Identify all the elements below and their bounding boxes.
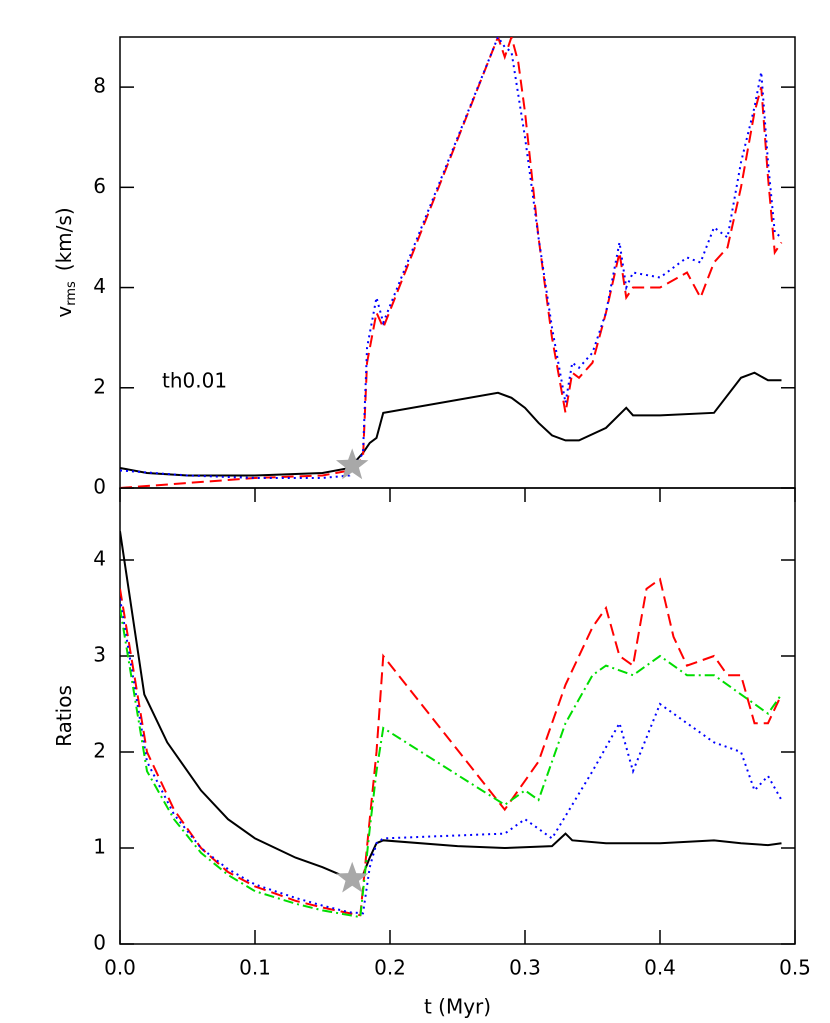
plot-frame <box>119 487 796 945</box>
star-marker <box>336 448 369 480</box>
y-axis-label-part: (km/s) <box>52 207 76 271</box>
data-line <box>120 531 782 880</box>
data-line <box>120 607 783 919</box>
y-tick-label: 8 <box>93 74 106 98</box>
data-line <box>120 37 783 479</box>
x-tick-label: 0.2 <box>374 956 406 980</box>
data-line <box>120 371 782 477</box>
data-line <box>120 37 783 488</box>
x-tick-label: 0.0 <box>104 956 136 980</box>
annotation: th0.01 <box>162 369 227 393</box>
plot-frame <box>119 36 796 489</box>
y-tick-label: 3 <box>93 643 106 667</box>
x-tick-label: 0.5 <box>779 956 811 980</box>
x-tick-label: 0.1 <box>239 956 271 980</box>
x-tick-label: 0.3 <box>509 956 541 980</box>
data-line <box>120 577 783 917</box>
data-line <box>120 598 783 915</box>
star-marker <box>336 861 369 893</box>
y-tick-label: 4 <box>93 547 106 571</box>
y-axis-label: Ratios <box>52 685 76 747</box>
y-axis-label-part: Ratios <box>52 685 76 747</box>
y-axis-label: vrms (km/s) <box>52 207 79 317</box>
y-axis-label-part: v <box>52 306 76 318</box>
y-tick-label: 2 <box>93 739 106 763</box>
y-axis-label-part: rms <box>64 281 79 306</box>
x-tick-label: 0.4 <box>644 956 676 980</box>
y-tick-label: 4 <box>93 274 106 298</box>
y-tick-label: 0 <box>93 475 106 499</box>
y-tick-label: 2 <box>93 374 106 398</box>
y-tick-label: 6 <box>93 174 106 198</box>
x-axis-label: t (Myr) <box>424 995 491 1019</box>
y-tick-label: 0 <box>93 931 106 955</box>
y-tick-label: 1 <box>93 835 106 859</box>
